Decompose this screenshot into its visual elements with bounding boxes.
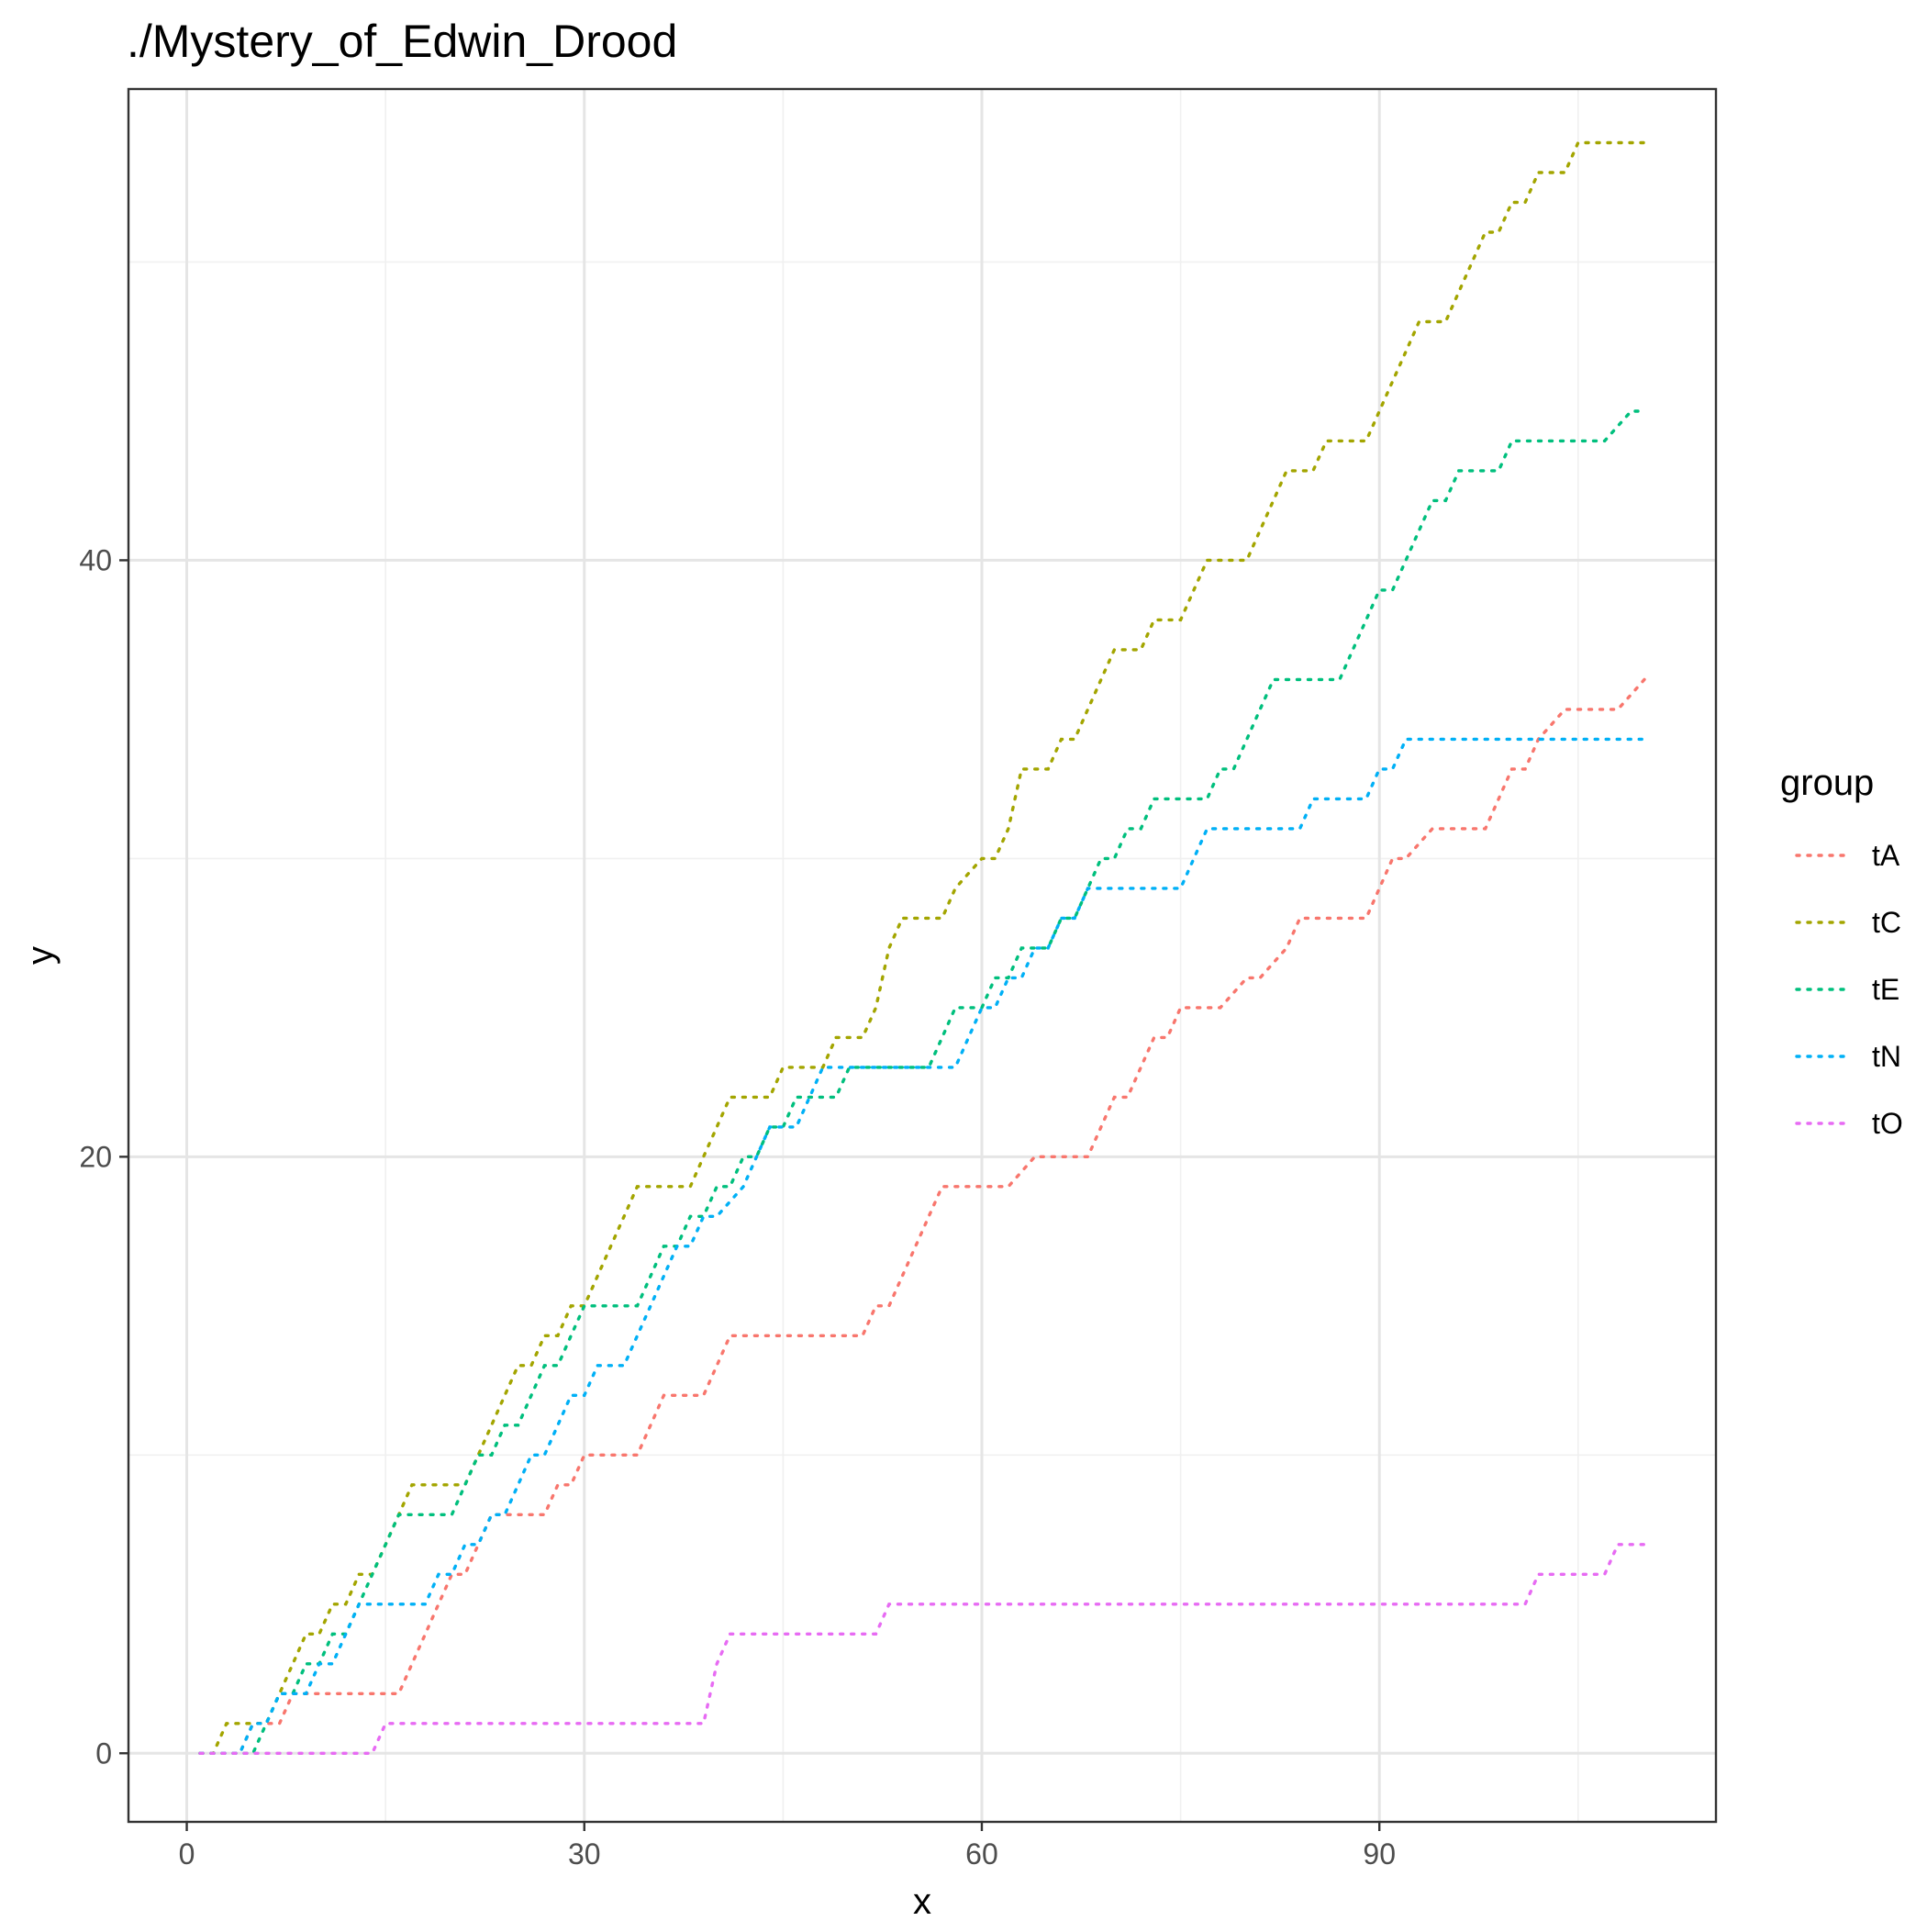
y-tick-label: 0 [95,1737,112,1770]
grid [128,89,1716,1822]
legend-label-tA: tA [1872,839,1900,872]
x-axis-title: x [913,1882,931,1922]
legend-label-tE: tE [1872,973,1899,1006]
series-line-tN [198,737,1646,1755]
axes: 0 30 60 90 0 20 40 [79,543,1396,1871]
chart-title: ./Mystery_of_Edwin_Drood [127,16,677,67]
legend-label-tC: tC [1872,906,1901,939]
y-tick-label: 20 [79,1140,112,1173]
legend-title: group [1780,763,1874,803]
y-tick-label: 40 [79,543,112,576]
x-tick-label: 60 [965,1837,998,1871]
x-tick-label: 90 [1363,1837,1396,1871]
legend-label-tN: tN [1872,1040,1901,1073]
series-line-tA [198,677,1646,1755]
series-line-tE [198,409,1646,1755]
legend: group tA tC tE tN tO [1780,763,1903,1140]
x-tick-label: 0 [179,1837,195,1871]
panel-background [128,89,1716,1822]
legend-label-tO: tO [1872,1107,1903,1140]
panel-border [127,87,1718,1824]
x-tick-label: 30 [568,1837,601,1871]
y-axis-title: y [20,946,61,965]
series-line-tO [198,1543,1646,1755]
series-layer [198,140,1646,1755]
